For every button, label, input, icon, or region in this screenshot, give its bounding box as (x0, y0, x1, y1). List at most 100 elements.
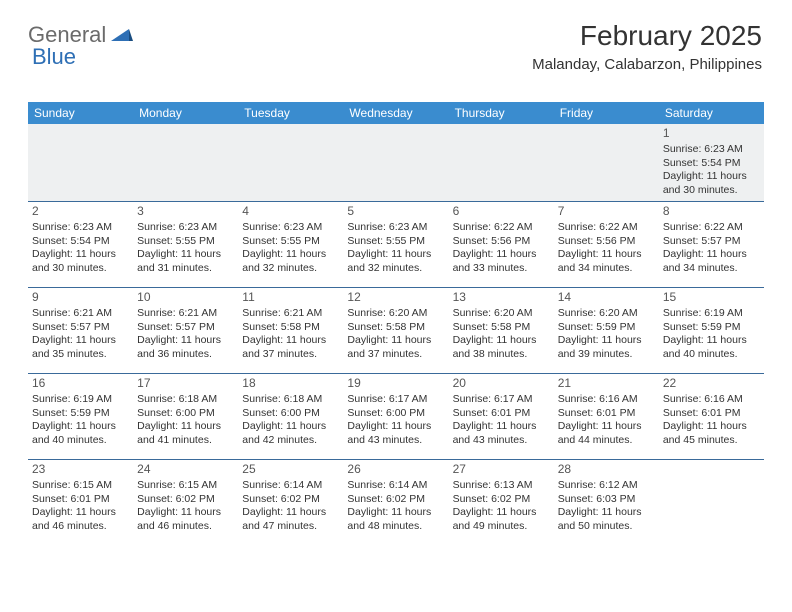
sunset-text: Sunset: 5:58 PM (347, 321, 444, 334)
sunrise-text: Sunrise: 6:23 AM (663, 143, 760, 156)
sunrise-text: Sunrise: 6:17 AM (347, 393, 444, 406)
calendar-day-cell: 23Sunrise: 6:15 AMSunset: 6:01 PMDayligh… (28, 460, 133, 546)
day-number: 10 (137, 290, 234, 305)
daylight-text: Daylight: 11 hours and 30 minutes. (32, 248, 129, 275)
calendar-day-cell: 21Sunrise: 6:16 AMSunset: 6:01 PMDayligh… (554, 374, 659, 460)
day-number: 21 (558, 376, 655, 391)
calendar-day-cell: 8Sunrise: 6:22 AMSunset: 5:57 PMDaylight… (659, 202, 764, 288)
day-number: 22 (663, 376, 760, 391)
daylight-text: Daylight: 11 hours and 40 minutes. (32, 420, 129, 447)
sunrise-text: Sunrise: 6:22 AM (558, 221, 655, 234)
calendar-day-cell: 17Sunrise: 6:18 AMSunset: 6:00 PMDayligh… (133, 374, 238, 460)
day-number: 26 (347, 462, 444, 477)
calendar-day-cell: 19Sunrise: 6:17 AMSunset: 6:00 PMDayligh… (343, 374, 448, 460)
calendar-week-row: 23Sunrise: 6:15 AMSunset: 6:01 PMDayligh… (28, 460, 764, 546)
weekday-heading: Thursday (449, 102, 554, 124)
sunrise-text: Sunrise: 6:21 AM (242, 307, 339, 320)
calendar-day-cell: 24Sunrise: 6:15 AMSunset: 6:02 PMDayligh… (133, 460, 238, 546)
sunrise-text: Sunrise: 6:23 AM (242, 221, 339, 234)
day-number: 8 (663, 204, 760, 219)
sunrise-text: Sunrise: 6:23 AM (137, 221, 234, 234)
calendar-day-cell: 18Sunrise: 6:18 AMSunset: 6:00 PMDayligh… (238, 374, 343, 460)
sunset-text: Sunset: 6:01 PM (558, 407, 655, 420)
calendar-day-cell: 2 Sunrise: 6:23 AMSunset: 5:54 PMDaylight… (28, 202, 133, 288)
sunset-text: Sunset: 5:54 PM (663, 157, 760, 170)
calendar-day-cell (659, 460, 764, 546)
sunset-text: Sunset: 5:58 PM (453, 321, 550, 334)
calendar-day-cell: 1Sunrise: 6:23 AMSunset: 5:54 PMDaylight… (659, 124, 764, 202)
daylight-text: Daylight: 11 hours and 33 minutes. (453, 248, 550, 275)
daylight-text: Daylight: 11 hours and 41 minutes. (137, 420, 234, 447)
calendar-week-row: 1Sunrise: 6:23 AMSunset: 5:54 PMDaylight… (28, 124, 764, 202)
day-number: 19 (347, 376, 444, 391)
calendar-week-row: 16Sunrise: 6:19 AMSunset: 5:59 PMDayligh… (28, 374, 764, 460)
sunrise-text: Sunrise: 6:18 AM (137, 393, 234, 406)
sunset-text: Sunset: 5:56 PM (453, 235, 550, 248)
day-number: 24 (137, 462, 234, 477)
day-number: 4 (242, 204, 339, 219)
daylight-text: Daylight: 11 hours and 45 minutes. (663, 420, 760, 447)
sunrise-text: Sunrise: 6:12 AM (558, 479, 655, 492)
sunset-text: Sunset: 5:55 PM (137, 235, 234, 248)
calendar-day-cell: 20Sunrise: 6:17 AMSunset: 6:01 PMDayligh… (449, 374, 554, 460)
calendar-day-cell: 25Sunrise: 6:14 AMSunset: 6:02 PMDayligh… (238, 460, 343, 546)
sunrise-text: Sunrise: 6:20 AM (453, 307, 550, 320)
calendar-week-row: 2Sunrise: 6:23 AMSunset: 5:54 PMDaylight… (28, 202, 764, 288)
day-number: 2 (32, 204, 129, 219)
sunrise-text: Sunrise: 6:23 AM (32, 221, 129, 234)
calendar-day-cell (449, 124, 554, 202)
sunrise-text: Sunrise: 6:20 AM (347, 307, 444, 320)
brand-logo: General Blue (28, 22, 133, 48)
calendar-day-cell (238, 124, 343, 202)
daylight-text: Daylight: 11 hours and 37 minutes. (347, 334, 444, 361)
sunrise-text: Sunrise: 6:22 AM (663, 221, 760, 234)
sunrise-text: Sunrise: 6:21 AM (32, 307, 129, 320)
day-number: 1 (663, 126, 760, 141)
calendar-day-cell: 5Sunrise: 6:23 AMSunset: 5:55 PMDaylight… (343, 202, 448, 288)
sunset-text: Sunset: 6:03 PM (558, 493, 655, 506)
day-number: 11 (242, 290, 339, 305)
sunset-text: Sunset: 5:54 PM (32, 235, 129, 248)
sunset-text: Sunset: 6:01 PM (453, 407, 550, 420)
calendar-day-cell: 11Sunrise: 6:21 AMSunset: 5:58 PMDayligh… (238, 288, 343, 374)
sunset-text: Sunset: 5:56 PM (558, 235, 655, 248)
calendar-body: 1Sunrise: 6:23 AMSunset: 5:54 PMDaylight… (28, 124, 764, 546)
sunset-text: Sunset: 6:00 PM (347, 407, 444, 420)
daylight-text: Daylight: 11 hours and 36 minutes. (137, 334, 234, 361)
daylight-text: Daylight: 11 hours and 48 minutes. (347, 506, 444, 533)
day-number: 5 (347, 204, 444, 219)
sunrise-text: Sunrise: 6:20 AM (558, 307, 655, 320)
calendar-day-cell: 16Sunrise: 6:19 AMSunset: 5:59 PMDayligh… (28, 374, 133, 460)
sunset-text: Sunset: 6:00 PM (137, 407, 234, 420)
calendar-day-cell: 9Sunrise: 6:21 AMSunset: 5:57 PMDaylight… (28, 288, 133, 374)
sunset-text: Sunset: 6:02 PM (347, 493, 444, 506)
calendar-day-cell: 10Sunrise: 6:21 AMSunset: 5:57 PMDayligh… (133, 288, 238, 374)
sunset-text: Sunset: 5:55 PM (242, 235, 339, 248)
calendar-day-cell: 22Sunrise: 6:16 AMSunset: 6:01 PMDayligh… (659, 374, 764, 460)
sunrise-text: Sunrise: 6:14 AM (347, 479, 444, 492)
sunset-text: Sunset: 6:02 PM (453, 493, 550, 506)
daylight-text: Daylight: 11 hours and 31 minutes. (137, 248, 234, 275)
day-number: 13 (453, 290, 550, 305)
sunset-text: Sunset: 5:59 PM (558, 321, 655, 334)
sunrise-text: Sunrise: 6:19 AM (32, 393, 129, 406)
sunrise-text: Sunrise: 6:17 AM (453, 393, 550, 406)
day-number: 15 (663, 290, 760, 305)
daylight-text: Daylight: 11 hours and 32 minutes. (347, 248, 444, 275)
calendar-day-cell: 7Sunrise: 6:22 AMSunset: 5:56 PMDaylight… (554, 202, 659, 288)
weekday-heading: Friday (554, 102, 659, 124)
sunset-text: Sunset: 5:59 PM (32, 407, 129, 420)
sunrise-text: Sunrise: 6:15 AM (32, 479, 129, 492)
calendar-day-cell: 13Sunrise: 6:20 AMSunset: 5:58 PMDayligh… (449, 288, 554, 374)
brand-part2: Blue (32, 44, 76, 70)
calendar-day-cell (343, 124, 448, 202)
calendar-day-cell: 28Sunrise: 6:12 AMSunset: 6:03 PMDayligh… (554, 460, 659, 546)
sunrise-text: Sunrise: 6:23 AM (347, 221, 444, 234)
calendar-day-cell: 3Sunrise: 6:23 AMSunset: 5:55 PMDaylight… (133, 202, 238, 288)
sunrise-text: Sunrise: 6:16 AM (558, 393, 655, 406)
calendar-day-cell: 26 Sunrise: 6:14 AMSunset: 6:02 PMDayligh… (343, 460, 448, 546)
daylight-text: Daylight: 11 hours and 42 minutes. (242, 420, 339, 447)
day-number: 20 (453, 376, 550, 391)
daylight-text: Daylight: 11 hours and 49 minutes. (453, 506, 550, 533)
sunset-text: Sunset: 6:00 PM (242, 407, 339, 420)
